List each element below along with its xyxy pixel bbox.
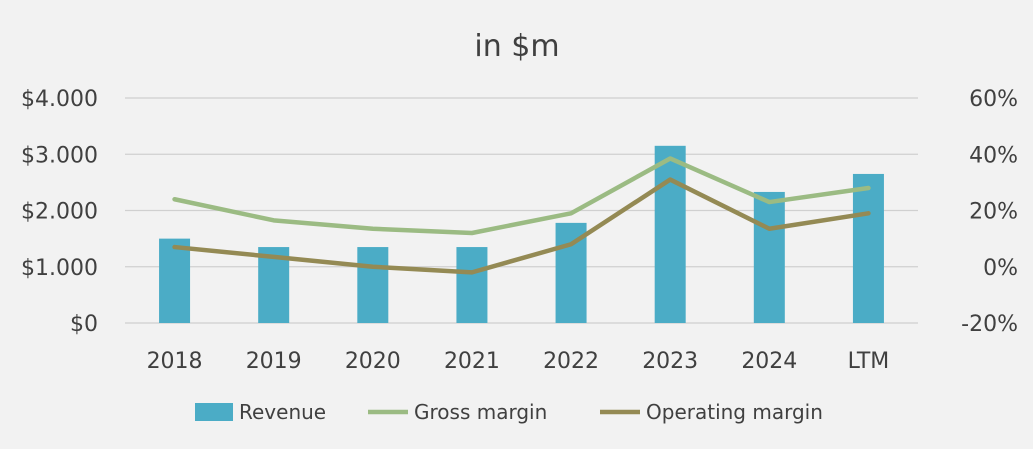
y-right-tick-label: 20% — [969, 200, 1018, 225]
legend-label-revenue: Revenue — [239, 400, 326, 424]
gridlines — [125, 97, 918, 324]
y-right-tick-label: -20% — [961, 312, 1018, 337]
y-left-tick-label: $3.000 — [21, 143, 98, 168]
x-tick-label: 2019 — [246, 349, 302, 374]
revenue-bar — [852, 173, 884, 323]
right-axis-ticks: -20% 0% 20% 40% 60% — [961, 87, 1018, 337]
x-tick-label: 2018 — [147, 349, 203, 374]
x-axis-ticks: 2018 2019 2020 2021 2022 2023 2024 LTM — [147, 349, 890, 374]
margin-lines — [172, 156, 871, 275]
legend-swatch-revenue — [195, 403, 233, 421]
revenue-bar — [357, 247, 389, 323]
legend-label-gross-margin: Gross margin — [414, 400, 547, 424]
y-left-tick-label: $2.000 — [21, 200, 98, 225]
x-tick-label: 2022 — [543, 349, 599, 374]
y-left-tick-label: $1.000 — [21, 256, 98, 281]
revenue-bar — [159, 238, 191, 323]
chart-title: in $m — [474, 29, 559, 64]
legend: Revenue Gross margin Operating margin — [195, 400, 823, 424]
x-tick-label: 2020 — [345, 349, 401, 374]
x-tick-label: 2021 — [444, 349, 500, 374]
revenue-bars — [159, 145, 884, 323]
revenue-bar — [456, 247, 488, 323]
x-tick-label: LTM — [848, 349, 890, 374]
y-right-tick-label: 0% — [983, 256, 1018, 281]
revenue-bar — [654, 145, 686, 323]
y-right-tick-label: 60% — [969, 87, 1018, 112]
legend-label-operating-margin: Operating margin — [646, 400, 823, 424]
x-tick-label: 2023 — [642, 349, 698, 374]
x-tick-label: 2024 — [741, 349, 797, 374]
revenue-bar — [753, 191, 785, 323]
y-right-tick-label: 40% — [969, 143, 1018, 168]
gross-margin-line — [172, 156, 871, 236]
left-axis-ticks: $0 $1.000 $2.000 $3.000 $4.000 — [21, 87, 98, 337]
y-left-tick-label: $0 — [70, 312, 98, 337]
y-left-tick-label: $4.000 — [21, 87, 98, 112]
operating-margin-line — [172, 177, 871, 275]
